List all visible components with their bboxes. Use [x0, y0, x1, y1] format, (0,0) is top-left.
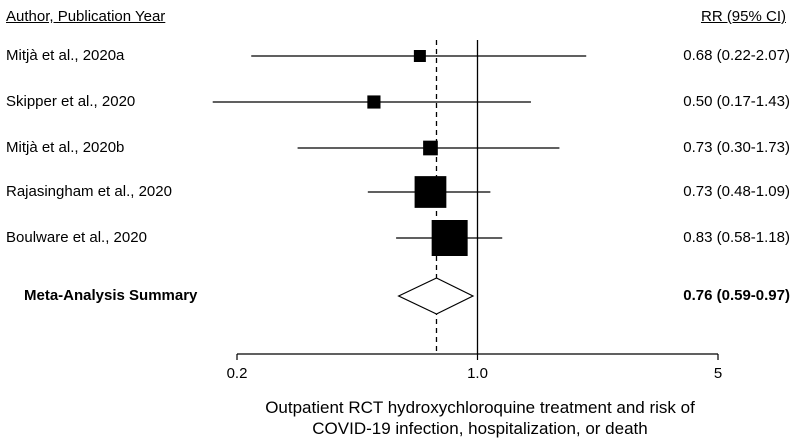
study-column-header: Author, Publication Year	[6, 8, 166, 25]
study-estimate-label: 0.83 (0.58-1.18)	[683, 229, 790, 246]
study-label: Rajasingham et al., 2020	[6, 183, 172, 200]
study-point	[423, 140, 438, 156]
study-estimate-label: 0.73 (0.48-1.09)	[683, 183, 790, 200]
study-estimate-label: 0.68 (0.22-2.07)	[683, 47, 790, 64]
study-point	[367, 95, 381, 109]
study-label: Skipper et al., 2020	[6, 93, 135, 110]
summary-label: Meta-Analysis Summary	[24, 287, 198, 304]
x-tick-label: 1.0	[467, 365, 488, 382]
study-estimate-label: 0.50 (0.17-1.43)	[683, 93, 790, 110]
estimate-column-header: RR (95% CI)	[700, 8, 786, 25]
study-label: Mitjà et al., 2020b	[6, 139, 124, 156]
study-point	[413, 50, 426, 62]
study-label: Boulware et al., 2020	[6, 229, 147, 246]
x-tick-label: 5	[714, 365, 722, 382]
study-point	[414, 176, 447, 208]
x-tick-label: 0.2	[227, 365, 248, 382]
summary-estimate-label: 0.76 (0.59-0.97)	[683, 287, 790, 304]
x-axis-label-line-1: Outpatient RCT hydroxychloroquine treatm…	[265, 398, 695, 417]
study-estimate-label: 0.73 (0.30-1.73)	[683, 139, 790, 156]
study-point	[431, 220, 468, 256]
forest-plot: Mitjà et al., 2020a 0.68 (0.22-2.07) Skipp…	[6, 40, 790, 382]
x-axis-label-line-2: COVID-19 infection, hospitalization, or …	[312, 419, 648, 438]
study-label: Mitjà et al., 2020a	[6, 47, 125, 64]
summary-diamond	[397, 277, 475, 315]
